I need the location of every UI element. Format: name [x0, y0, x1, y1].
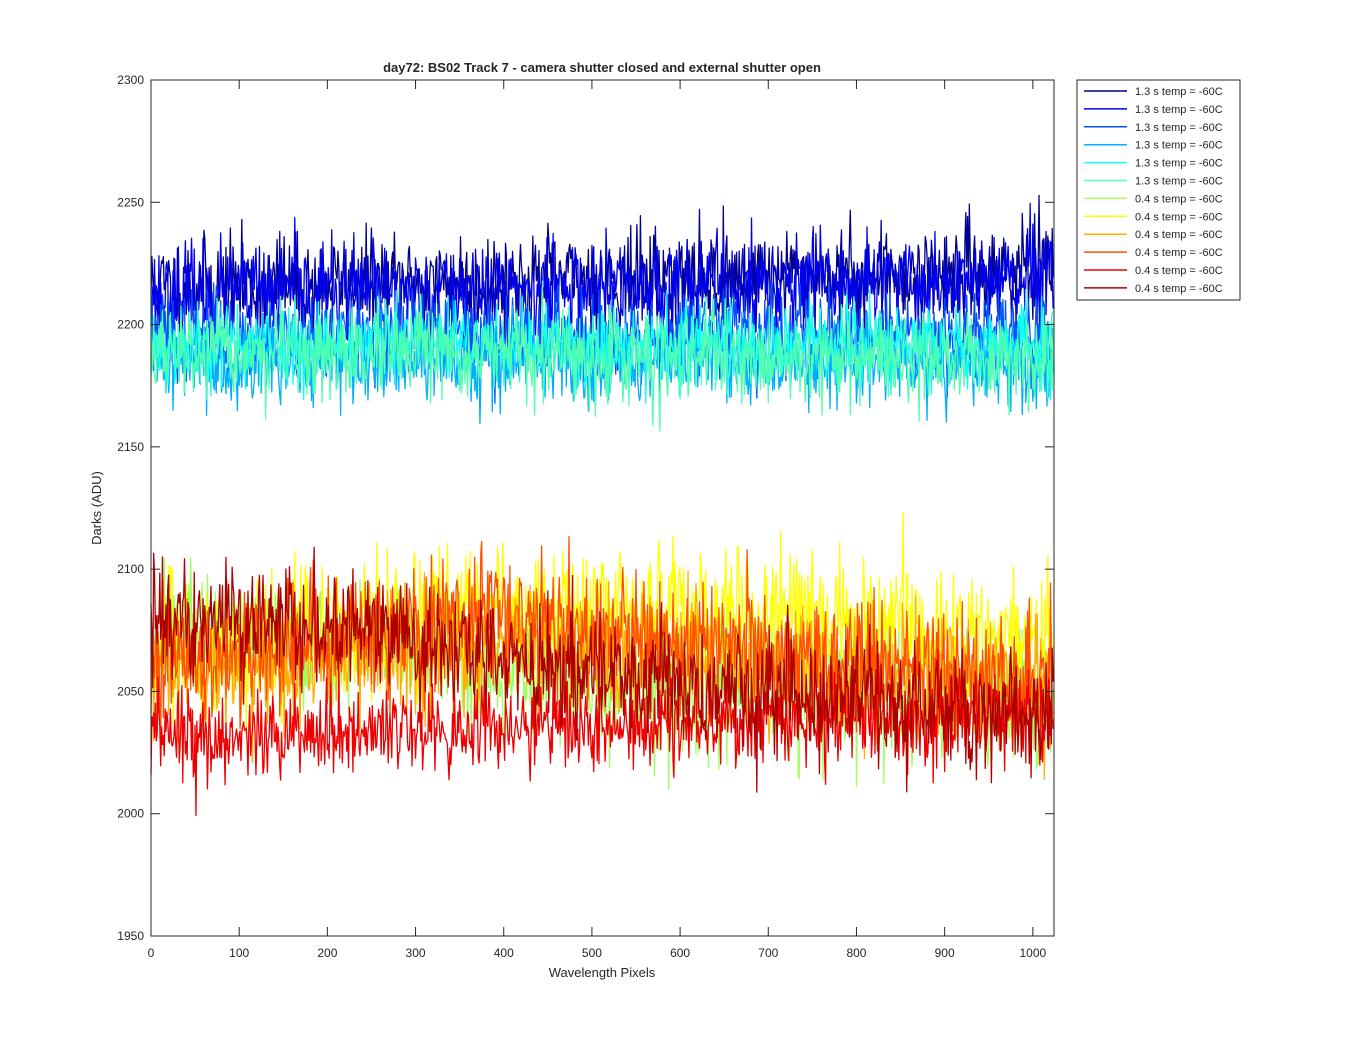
legend-label: 0.4 s temp = -60C [1135, 193, 1223, 205]
x-tick-label: 100 [229, 946, 249, 960]
x-tick-label: 200 [317, 946, 337, 960]
y-tick-label: 2200 [117, 318, 144, 332]
legend-label: 1.3 s temp = -60C [1135, 158, 1223, 170]
y-tick-label: 2300 [117, 73, 144, 87]
legend: 1.3 s temp = -60C 1.3 s temp = -60C 1.3 s … [1076, 79, 1241, 301]
x-tick-label: 900 [935, 946, 955, 960]
legend-item-7: 0.4 s temp = -60C [1084, 193, 1223, 205]
legend-item-10: 0.4 s temp = -60C [1084, 247, 1223, 259]
x-axis-label: Wavelength Pixels [549, 965, 656, 980]
series-lines [150, 194, 1054, 817]
chart-title: day72: BS02 Track 7 - camera shutter clo… [383, 60, 821, 75]
series-line-5 [150, 288, 1054, 404]
legend-item-4: 1.3 s temp = -60C [1084, 140, 1223, 152]
legend-item-1: 1.3 s temp = -60C [1084, 86, 1223, 98]
y-tick-label: 2100 [117, 562, 144, 576]
legend-item-3: 1.3 s temp = -60C [1084, 122, 1223, 134]
series-line-2 [150, 202, 1054, 364]
axes-box [150, 79, 1055, 937]
legend-label: 0.4 s temp = -60C [1135, 229, 1223, 241]
x-tick-label: 0 [148, 946, 155, 960]
legend-label: 1.3 s temp = -60C [1135, 140, 1223, 152]
legend-item-12: 0.4 s temp = -60C [1084, 283, 1223, 295]
y-axis-label: Darks (ADU) [89, 471, 104, 545]
y-tick-label: 2250 [117, 195, 144, 209]
legend-item-5: 1.3 s temp = -60C [1084, 158, 1223, 170]
legend-box [1076, 79, 1241, 301]
x-tick-label: 700 [758, 946, 778, 960]
legend-label: 0.4 s temp = -60C [1135, 247, 1223, 259]
x-tick-label: 500 [582, 946, 602, 960]
legend-label: 1.3 s temp = -60C [1135, 122, 1223, 134]
series-line-4 [150, 300, 1054, 425]
legend-label: 1.3 s temp = -60C [1135, 104, 1223, 116]
x-tick-label: 400 [494, 946, 514, 960]
x-tick-label: 800 [846, 946, 866, 960]
legend-label: 0.4 s temp = -60C [1135, 283, 1223, 295]
x-tick-label: 300 [406, 946, 426, 960]
legend-item-2: 1.3 s temp = -60C [1084, 104, 1223, 116]
legend-label: 1.3 s temp = -60C [1135, 86, 1223, 98]
x-tick-label: 1000 [1019, 946, 1046, 960]
series-line-6 [150, 280, 1054, 432]
x-tick-label: 600 [670, 946, 690, 960]
legend-label: 1.3 s temp = -60C [1135, 176, 1223, 188]
y-tick-label: 1950 [117, 929, 144, 943]
legend-item-11: 0.4 s temp = -60C [1084, 265, 1223, 277]
axis-ticks: 0 100 200 300 400 500 600 700 800 900 1000 1950 2000… [117, 73, 1054, 960]
y-tick-label: 2000 [117, 807, 144, 821]
legend-item-6: 1.3 s temp = -60C [1084, 176, 1223, 188]
series-line-8 [150, 511, 1054, 737]
y-tick-label: 2150 [117, 440, 144, 454]
series-line-12 [150, 546, 1054, 793]
legend-label: 0.4 s temp = -60C [1135, 265, 1223, 277]
legend-item-8: 0.4 s temp = -60C [1084, 211, 1223, 223]
y-tick-label: 2050 [117, 684, 144, 698]
legend-item-9: 0.4 s temp = -60C [1084, 229, 1223, 241]
legend-label: 0.4 s temp = -60C [1135, 211, 1223, 223]
